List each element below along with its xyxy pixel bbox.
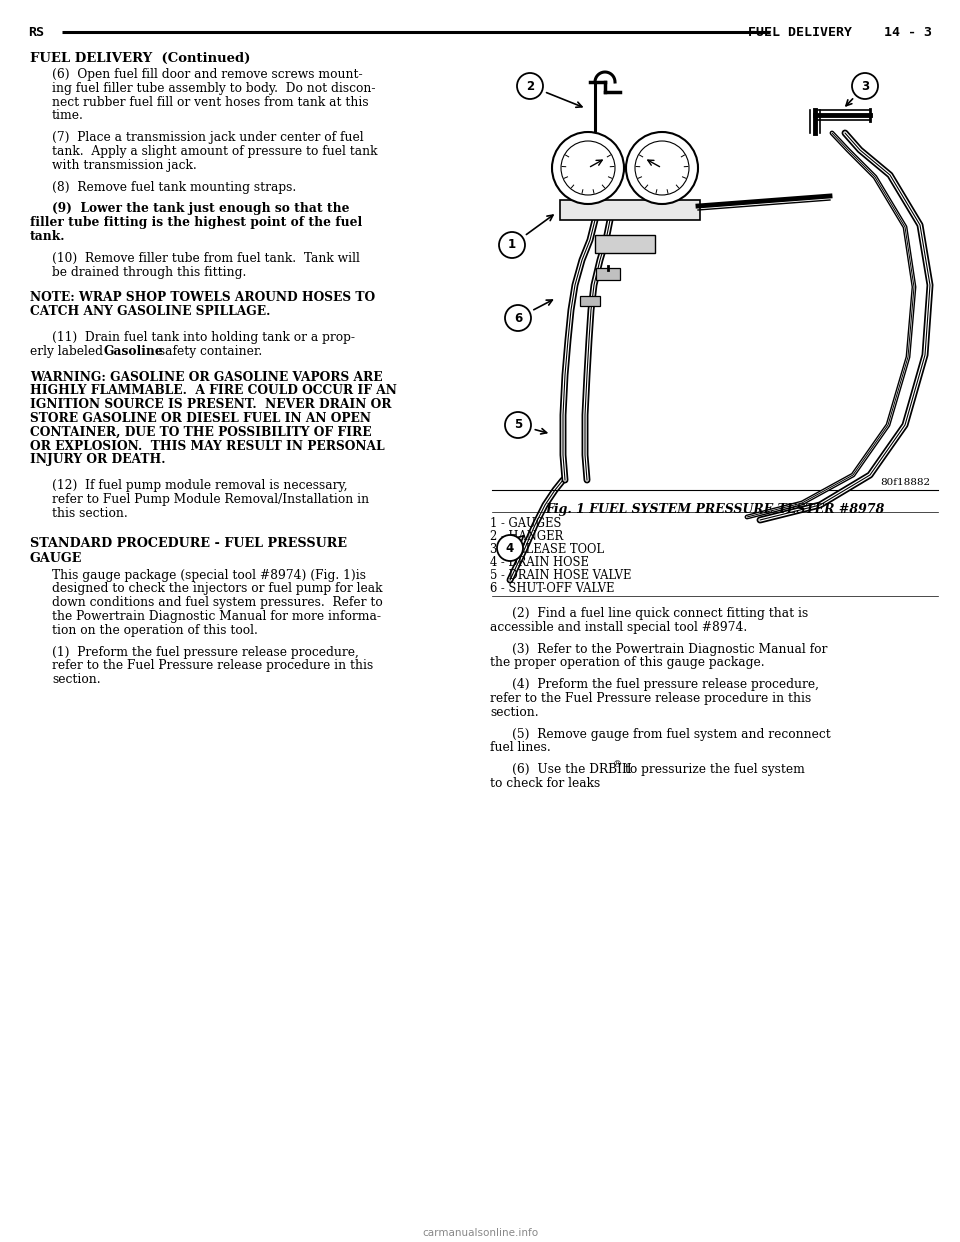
Text: be drained through this fitting.: be drained through this fitting. <box>52 266 247 278</box>
Text: (7)  Place a transmission jack under center of fuel: (7) Place a transmission jack under cent… <box>52 132 364 144</box>
Text: this section.: this section. <box>52 507 128 520</box>
Text: (2)  Find a fuel line quick connect fitting that is: (2) Find a fuel line quick connect fitti… <box>512 607 808 620</box>
Text: NOTE: WRAP SHOP TOWELS AROUND HOSES TO: NOTE: WRAP SHOP TOWELS AROUND HOSES TO <box>30 292 375 304</box>
Text: nect rubber fuel fill or vent hoses from tank at this: nect rubber fuel fill or vent hoses from… <box>52 96 369 108</box>
Bar <box>580 296 600 306</box>
Text: (9)  Lower the tank just enough so that the: (9) Lower the tank just enough so that t… <box>52 202 349 215</box>
Text: (8)  Remove fuel tank mounting straps.: (8) Remove fuel tank mounting straps. <box>52 180 297 194</box>
Text: (6)  Use the DRBIII: (6) Use the DRBIII <box>512 763 632 776</box>
Text: carmanualsonline.info: carmanualsonline.info <box>422 1228 538 1238</box>
Text: section.: section. <box>490 705 539 719</box>
Text: tank.  Apply a slight amount of pressure to fuel tank: tank. Apply a slight amount of pressure … <box>52 145 377 158</box>
Text: FUEL DELIVERY    14 - 3: FUEL DELIVERY 14 - 3 <box>748 26 932 39</box>
Text: This gauge package (special tool #8974) (Fig. 1)is: This gauge package (special tool #8974) … <box>52 569 366 581</box>
Text: 2 - HANGER: 2 - HANGER <box>490 530 564 543</box>
Text: refer to the Fuel Pressure release procedure in this: refer to the Fuel Pressure release proce… <box>490 692 811 705</box>
Text: tank.: tank. <box>30 230 65 243</box>
Text: (10)  Remove filler tube from fuel tank.  Tank will: (10) Remove filler tube from fuel tank. … <box>52 252 360 265</box>
Text: 4: 4 <box>506 542 515 554</box>
Text: 6 - SHUT-OFF VALVE: 6 - SHUT-OFF VALVE <box>490 582 614 595</box>
Text: 1 - GAUGES: 1 - GAUGES <box>490 517 562 530</box>
Text: IGNITION SOURCE IS PRESENT.  NEVER DRAIN OR: IGNITION SOURCE IS PRESENT. NEVER DRAIN … <box>30 399 392 411</box>
Text: time.: time. <box>52 109 84 123</box>
Text: ®: ® <box>613 760 622 769</box>
Text: (4)  Preform the fuel pressure release procedure,: (4) Preform the fuel pressure release pr… <box>512 678 819 692</box>
Text: OR EXPLOSION.  THIS MAY RESULT IN PERSONAL: OR EXPLOSION. THIS MAY RESULT IN PERSONA… <box>30 440 385 452</box>
Text: accessible and install special tool #8974.: accessible and install special tool #897… <box>490 621 747 633</box>
Bar <box>596 268 620 279</box>
Text: GAUGE: GAUGE <box>30 551 83 565</box>
Text: (5)  Remove gauge from fuel system and reconnect: (5) Remove gauge from fuel system and re… <box>512 728 830 740</box>
Text: FUEL DELIVERY  (Continued): FUEL DELIVERY (Continued) <box>30 52 251 65</box>
Bar <box>595 235 655 253</box>
Text: 5: 5 <box>514 419 522 431</box>
Text: CATCH ANY GASOLINE SPILLAGE.: CATCH ANY GASOLINE SPILLAGE. <box>30 306 271 318</box>
Text: designed to check the injectors or fuel pump for leak: designed to check the injectors or fuel … <box>52 582 382 595</box>
Text: (12)  If fuel pump module removal is necessary,: (12) If fuel pump module removal is nece… <box>52 479 348 492</box>
Text: to check for leaks: to check for leaks <box>490 777 600 790</box>
Text: Fig. 1 FUEL SYSTEM PRESSURE TESTER #8978: Fig. 1 FUEL SYSTEM PRESSURE TESTER #8978 <box>545 503 885 515</box>
Text: 80f18882: 80f18882 <box>880 478 930 487</box>
Text: (3)  Refer to the Powertrain Diagnostic Manual for: (3) Refer to the Powertrain Diagnostic M… <box>512 642 828 656</box>
Text: 6: 6 <box>514 312 522 324</box>
Text: Gasoline: Gasoline <box>103 345 163 358</box>
Text: 3: 3 <box>861 79 869 92</box>
Text: 1: 1 <box>508 238 516 251</box>
Bar <box>560 200 700 220</box>
Text: STANDARD PROCEDURE - FUEL PRESSURE: STANDARD PROCEDURE - FUEL PRESSURE <box>30 537 347 550</box>
Text: 3 - RELEASE TOOL: 3 - RELEASE TOOL <box>490 543 604 556</box>
Circle shape <box>552 132 624 204</box>
Text: INJURY OR DEATH.: INJURY OR DEATH. <box>30 453 165 467</box>
Circle shape <box>499 232 525 258</box>
Text: the Powertrain Diagnostic Manual for more informa-: the Powertrain Diagnostic Manual for mor… <box>52 610 381 623</box>
Circle shape <box>517 73 543 99</box>
Text: filler tube fitting is the highest point of the fuel: filler tube fitting is the highest point… <box>30 216 362 230</box>
Text: erly labeled: erly labeled <box>30 345 107 358</box>
Text: HIGHLY FLAMMABLE.  A FIRE COULD OCCUR IF AN: HIGHLY FLAMMABLE. A FIRE COULD OCCUR IF … <box>30 385 396 397</box>
Circle shape <box>505 412 531 438</box>
Text: safety container.: safety container. <box>155 345 262 358</box>
Text: 5 - DRAIN HOSE VALVE: 5 - DRAIN HOSE VALVE <box>490 569 632 582</box>
Text: 4 - DRAIN HOSE: 4 - DRAIN HOSE <box>490 556 588 569</box>
Text: down conditions and fuel system pressures.  Refer to: down conditions and fuel system pressure… <box>52 596 383 609</box>
Circle shape <box>505 306 531 332</box>
Text: (1)  Preform the fuel pressure release procedure,: (1) Preform the fuel pressure release pr… <box>52 646 359 658</box>
Text: ing fuel filler tube assembly to body.  Do not discon-: ing fuel filler tube assembly to body. D… <box>52 82 375 94</box>
Circle shape <box>852 73 878 99</box>
Text: tion on the operation of this tool.: tion on the operation of this tool. <box>52 623 258 637</box>
Text: refer to Fuel Pump Module Removal/Installation in: refer to Fuel Pump Module Removal/Instal… <box>52 493 370 505</box>
Text: the proper operation of this gauge package.: the proper operation of this gauge packa… <box>490 657 764 669</box>
Text: 2: 2 <box>526 79 534 92</box>
Text: (6)  Open fuel fill door and remove screws mount-: (6) Open fuel fill door and remove screw… <box>52 68 363 81</box>
Text: to pressurize the fuel system: to pressurize the fuel system <box>621 763 804 776</box>
Text: with transmission jack.: with transmission jack. <box>52 159 197 171</box>
Circle shape <box>497 535 523 561</box>
Text: WARNING: GASOLINE OR GASOLINE VAPORS ARE: WARNING: GASOLINE OR GASOLINE VAPORS ARE <box>30 370 383 384</box>
Text: fuel lines.: fuel lines. <box>490 741 551 754</box>
Text: refer to the Fuel Pressure release procedure in this: refer to the Fuel Pressure release proce… <box>52 660 373 672</box>
Text: STORE GASOLINE OR DIESEL FUEL IN AN OPEN: STORE GASOLINE OR DIESEL FUEL IN AN OPEN <box>30 412 371 425</box>
Text: section.: section. <box>52 673 101 686</box>
Text: (11)  Drain fuel tank into holding tank or a prop-: (11) Drain fuel tank into holding tank o… <box>52 332 355 344</box>
Circle shape <box>626 132 698 204</box>
Text: CONTAINER, DUE TO THE POSSIBILITY OF FIRE: CONTAINER, DUE TO THE POSSIBILITY OF FIR… <box>30 426 372 438</box>
Text: RS: RS <box>28 26 44 39</box>
